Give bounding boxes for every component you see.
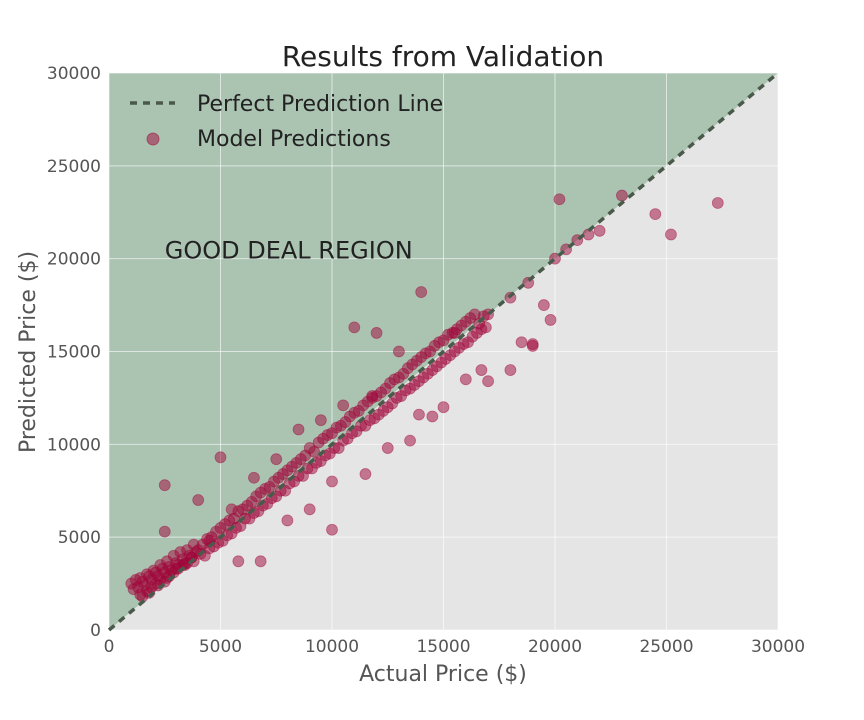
model-predictions-series bbox=[125, 189, 724, 603]
good-deal-region-label: GOOD DEAL REGION bbox=[165, 237, 413, 265]
data-point bbox=[192, 494, 205, 506]
data-point bbox=[381, 442, 394, 454]
perfect-prediction-line bbox=[107, 71, 780, 632]
data-point bbox=[158, 525, 171, 538]
data-point bbox=[553, 193, 566, 206]
data-point bbox=[370, 327, 383, 339]
data-point bbox=[426, 410, 439, 423]
y-tick-label: 0 bbox=[90, 621, 101, 641]
data-point bbox=[392, 345, 405, 358]
data-point bbox=[326, 475, 338, 488]
data-point bbox=[386, 397, 399, 410]
data-point bbox=[544, 314, 557, 326]
legend-entry-perfect-line: Perfect Prediction Line bbox=[197, 92, 443, 117]
data-point bbox=[270, 453, 283, 466]
tick-labels: 0 5000 10000 15000 20000 25000 30000 0 5000 10000… bbox=[47, 64, 805, 657]
x-tick-label: 20000 bbox=[528, 637, 582, 657]
x-tick-label: 15000 bbox=[416, 637, 470, 657]
data-point bbox=[158, 479, 171, 492]
data-point bbox=[348, 321, 361, 334]
data-point bbox=[341, 432, 354, 445]
data-point bbox=[616, 189, 628, 202]
data-point bbox=[279, 484, 292, 497]
data-point bbox=[332, 442, 345, 454]
data-point bbox=[350, 425, 363, 438]
data-point bbox=[254, 555, 267, 568]
data-point bbox=[504, 364, 517, 376]
x-tick-label: 10000 bbox=[305, 637, 359, 657]
data-point bbox=[252, 505, 265, 518]
legend-entry-model-predictions: Model Predictions bbox=[197, 127, 391, 152]
data-point bbox=[225, 503, 238, 516]
data-point bbox=[366, 390, 379, 402]
y-tick-label: 10000 bbox=[47, 435, 101, 455]
data-point bbox=[326, 523, 338, 536]
data-point bbox=[395, 390, 408, 402]
data-point bbox=[475, 364, 488, 376]
data-point bbox=[437, 401, 450, 414]
data-point bbox=[515, 336, 528, 349]
data-point bbox=[413, 375, 425, 388]
data-point bbox=[649, 208, 662, 221]
data-point bbox=[243, 512, 256, 525]
data-point bbox=[359, 419, 372, 432]
data-point bbox=[448, 345, 461, 358]
data-point bbox=[368, 412, 381, 425]
data-point bbox=[421, 367, 434, 380]
x-axis-label: Actual Price ($) bbox=[359, 662, 527, 687]
data-point bbox=[314, 414, 327, 427]
data-point bbox=[537, 299, 550, 311]
data-point bbox=[439, 353, 452, 365]
data-point bbox=[377, 405, 390, 417]
data-point bbox=[308, 445, 321, 458]
x-tick-label: 30000 bbox=[751, 637, 805, 657]
data-point bbox=[404, 434, 416, 447]
data-point bbox=[359, 468, 372, 480]
legend: Perfect Prediction Line Model Prediction… bbox=[130, 92, 443, 152]
data-point bbox=[665, 228, 677, 241]
data-point bbox=[430, 360, 443, 373]
y-tick-label: 20000 bbox=[47, 250, 101, 270]
data-point bbox=[466, 330, 479, 343]
data-point bbox=[593, 224, 606, 237]
x-tick-label: 0 bbox=[104, 637, 115, 657]
y-tick-label: 25000 bbox=[47, 157, 101, 177]
legend-point-swatch bbox=[146, 132, 160, 146]
y-tick-label: 15000 bbox=[47, 343, 101, 363]
x-tick-label: 5000 bbox=[199, 637, 242, 657]
data-point bbox=[314, 455, 327, 467]
y-tick-label: 5000 bbox=[58, 528, 101, 548]
data-point bbox=[248, 471, 260, 484]
perfect-prediction-series bbox=[107, 71, 780, 632]
data-point bbox=[475, 323, 488, 336]
data-point bbox=[711, 197, 724, 209]
data-point bbox=[459, 373, 472, 386]
data-point bbox=[448, 327, 461, 339]
data-point bbox=[232, 555, 245, 568]
y-tick-label: 30000 bbox=[47, 64, 101, 84]
x-tick-label: 25000 bbox=[639, 637, 693, 657]
data-point bbox=[303, 503, 316, 516]
y-axis-label: Predicted Price ($) bbox=[16, 251, 41, 453]
data-point bbox=[482, 375, 495, 388]
data-point bbox=[413, 408, 425, 421]
data-point bbox=[292, 423, 305, 436]
data-point bbox=[457, 338, 470, 350]
data-point bbox=[214, 451, 227, 464]
data-point bbox=[582, 228, 595, 241]
chart-title: Results from Validation bbox=[282, 40, 604, 73]
data-point bbox=[281, 514, 294, 527]
data-point bbox=[306, 462, 318, 475]
data-point bbox=[337, 399, 350, 412]
data-point bbox=[415, 286, 428, 298]
data-point bbox=[526, 340, 539, 352]
data-point bbox=[404, 382, 416, 395]
